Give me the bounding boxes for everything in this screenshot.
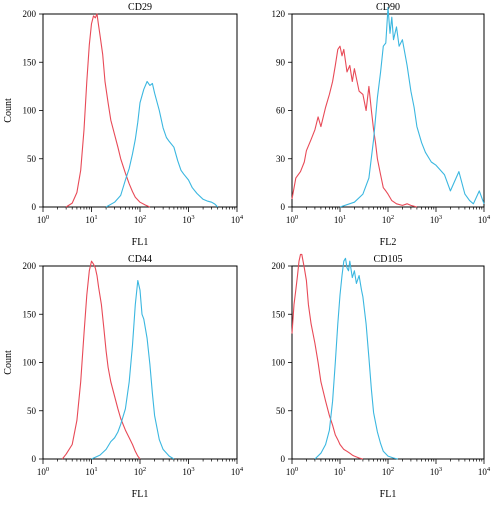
y-tick-label: 200: [23, 9, 37, 19]
plot-frame: [291, 13, 485, 208]
marker-histogram-line: [314, 257, 398, 460]
y-tick-label: 50: [27, 406, 37, 416]
x-tick-label: 101: [85, 214, 97, 225]
y-tick-label: 0: [32, 454, 37, 464]
x-axis-label: FL1: [132, 489, 149, 500]
isotype-histogram-line: [291, 45, 418, 208]
y-tick-label: 30: [276, 154, 286, 164]
x-tick-label: 100: [37, 466, 49, 477]
y-tick-label: 90: [276, 57, 286, 67]
plot-frame: [42, 13, 238, 208]
x-axis-label: FL2: [380, 237, 397, 248]
panel-title: CD29: [128, 2, 152, 13]
x-tick-label: 104: [478, 214, 491, 225]
x-tick-label: 102: [134, 214, 146, 225]
marker-histogram-line: [105, 80, 219, 208]
y-axis-label: Count: [3, 98, 14, 123]
x-tick-label: 102: [382, 214, 394, 225]
y-tick-label: 60: [276, 106, 286, 116]
marker-histogram-line: [339, 7, 485, 208]
panel-cd105: CD105 FL1 100 101 102 103 104 0 50 100 150 200: [272, 253, 491, 500]
y-tick-label: 200: [272, 261, 286, 271]
y-tick-label: 0: [281, 454, 286, 464]
x-tick-label: 103: [430, 466, 442, 477]
y-tick-label: 0: [32, 202, 37, 212]
y-tick-label: 200: [23, 261, 37, 271]
panel-title: CD44: [128, 254, 152, 265]
x-tick-label: 102: [134, 466, 146, 477]
x-tick-label: 101: [85, 466, 97, 477]
y-tick-label: 50: [27, 154, 37, 164]
x-tick-label: 100: [286, 466, 298, 477]
x-axis-label: FL1: [132, 237, 149, 248]
y-tick-label: 50: [276, 406, 286, 416]
y-tick-label: 120: [272, 9, 286, 19]
y-axis-label: Count: [3, 350, 14, 375]
y-tick-label: 100: [23, 358, 37, 368]
y-tick-label: 150: [272, 309, 286, 319]
x-tick-label: 102: [382, 466, 394, 477]
panel-title: CD105: [374, 254, 403, 265]
x-tick-label: 100: [286, 214, 298, 225]
y-tick-label: 100: [23, 106, 37, 116]
plot-frame: [291, 265, 485, 460]
x-tick-label: 100: [37, 214, 49, 225]
marker-histogram-line: [91, 279, 175, 460]
y-tick-label: 100: [272, 358, 286, 368]
panel-cd29: CD29 FL1 Count 100 101 102 103 104 0 50 100 150 200: [3, 2, 244, 248]
x-tick-label: 103: [182, 214, 194, 225]
panel-cd44: CD44 FL1 Count 100 101 102 103 104 0 50 100 150 200: [3, 254, 244, 500]
x-axis-label: FL1: [380, 489, 397, 500]
y-tick-label: 150: [23, 57, 37, 67]
x-tick-label: 104: [478, 466, 491, 477]
isotype-histogram-line: [291, 253, 364, 460]
x-tick-label: 101: [334, 214, 346, 225]
y-tick-label: 150: [23, 309, 37, 319]
x-tick-label: 104: [231, 466, 244, 477]
isotype-histogram-line: [61, 260, 141, 460]
y-tick-label: 0: [281, 202, 286, 212]
x-tick-label: 104: [231, 214, 244, 225]
x-tick-label: 101: [334, 466, 346, 477]
x-tick-label: 103: [430, 214, 442, 225]
isotype-histogram-line: [65, 13, 151, 208]
x-tick-label: 103: [182, 466, 194, 477]
